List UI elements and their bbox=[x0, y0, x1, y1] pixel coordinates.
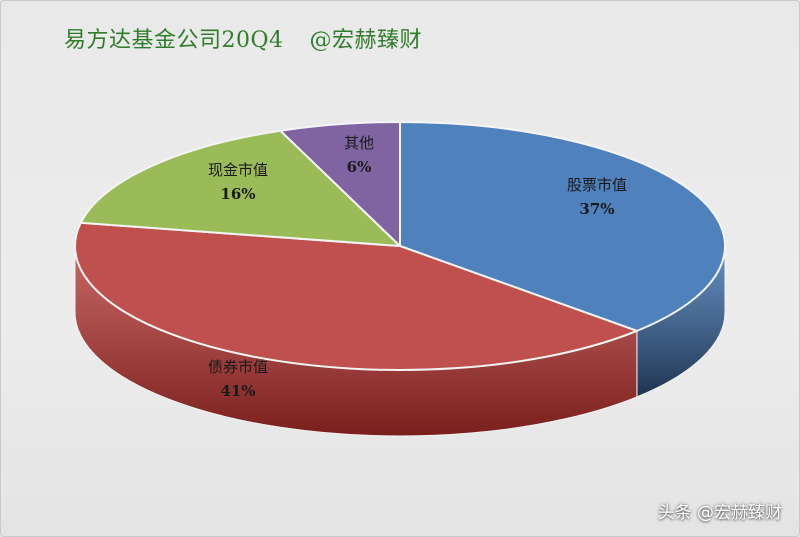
slice-label-3: 其他 bbox=[344, 134, 374, 152]
author-handle: @宏赫臻财 bbox=[309, 28, 423, 53]
pie-labels: 股票市值 37% 债券市值 41% 现金市值 16% 其他 6% bbox=[208, 134, 627, 400]
pie-slice-1 bbox=[74, 221, 638, 371]
slice-label-0: 股票市值 bbox=[567, 176, 627, 194]
pie-top-faces bbox=[74, 121, 726, 371]
chart-title-text: 易方达基金公司20Q4 bbox=[64, 28, 284, 53]
slice-value-label-3: 6% bbox=[347, 158, 372, 176]
pie-slice-3 bbox=[279, 121, 401, 247]
slice-value-label-1: 41% bbox=[220, 382, 255, 400]
pie-slice-0 bbox=[399, 121, 726, 332]
slice-value-label-0: 37% bbox=[579, 200, 614, 218]
slice-value-label-2: 16% bbox=[220, 185, 255, 203]
watermark: 头条 @宏赫臻财 bbox=[657, 503, 782, 523]
chart-title: 易方达基金公司20Q4 @宏赫臻财 bbox=[64, 22, 422, 54]
pie-slice-2 bbox=[79, 129, 401, 247]
slice-label-2: 现金市值 bbox=[208, 161, 268, 179]
slice-label-1: 债券市值 bbox=[208, 358, 268, 376]
